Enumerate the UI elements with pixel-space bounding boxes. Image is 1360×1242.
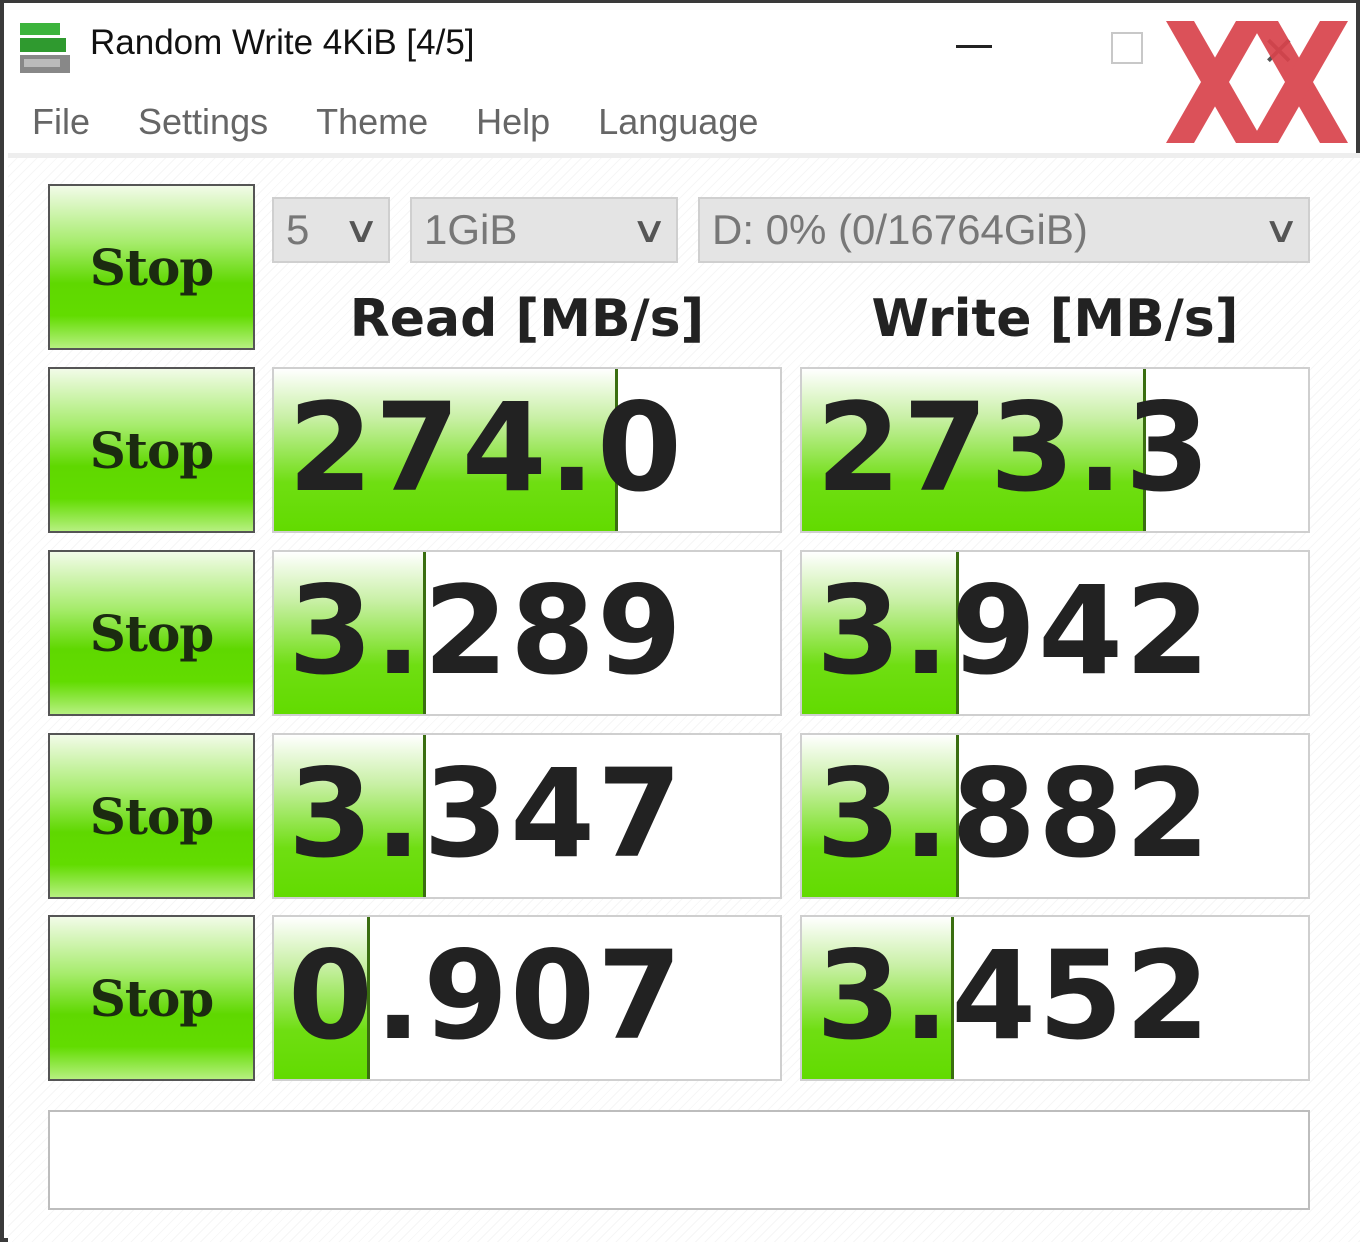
size-value: 1GiB bbox=[424, 206, 518, 253]
test-stop-button[interactable]: Stop bbox=[48, 550, 255, 716]
read-level-bar bbox=[274, 917, 371, 1079]
test-stop-button[interactable]: Stop bbox=[48, 733, 255, 899]
read-level-bar bbox=[274, 552, 426, 714]
chevron-down-icon: ∨ bbox=[1262, 209, 1300, 250]
read-value: 0.907 bbox=[288, 925, 684, 1067]
read-value: 3.347 bbox=[288, 743, 684, 885]
app-icon bbox=[20, 23, 70, 73]
read-value: 274.0 bbox=[288, 377, 684, 519]
write-value: 3.882 bbox=[816, 743, 1212, 885]
read-value: 3.289 bbox=[288, 560, 684, 702]
write-value: 3.452 bbox=[816, 925, 1212, 1067]
menu-language[interactable]: Language bbox=[598, 101, 759, 142]
menu-bar: File Settings Theme Help Language bbox=[32, 101, 758, 143]
read-level-bar bbox=[274, 369, 619, 531]
count-select[interactable]: 5 ∨ bbox=[272, 197, 390, 263]
read-result: 3.347 bbox=[272, 733, 782, 899]
comment-field[interactable] bbox=[48, 1110, 1310, 1210]
read-level-bar bbox=[274, 735, 426, 897]
write-result: 273.3 bbox=[800, 367, 1310, 533]
read-result: 0.907 bbox=[272, 915, 782, 1081]
write-level-bar bbox=[802, 735, 959, 897]
write-result: 3.942 bbox=[800, 550, 1310, 716]
read-result: 3.289 bbox=[272, 550, 782, 716]
menu-file[interactable]: File bbox=[32, 101, 91, 142]
write-header: Write [MB/s] bbox=[871, 289, 1239, 349]
size-select[interactable]: 1GiB ∨ bbox=[410, 197, 678, 263]
drive-value: D: 0% (0/16764GiB) bbox=[712, 206, 1088, 253]
write-value: 3.942 bbox=[816, 560, 1212, 702]
write-level-bar bbox=[802, 369, 1147, 531]
write-result: 3.452 bbox=[800, 915, 1310, 1081]
test-stop-button[interactable]: Stop bbox=[48, 915, 255, 1081]
watermark-logo bbox=[1166, 21, 1348, 143]
menu-theme[interactable]: Theme bbox=[316, 101, 429, 142]
write-level-bar bbox=[802, 552, 959, 714]
read-header: Read [MB/s] bbox=[349, 289, 705, 349]
drive-select[interactable]: D: 0% (0/16764GiB) ∨ bbox=[698, 197, 1310, 263]
all-stop-button[interactable]: Stop bbox=[48, 184, 255, 350]
chevron-down-icon: ∨ bbox=[342, 209, 380, 250]
write-result: 3.882 bbox=[800, 733, 1310, 899]
window-title: Random Write 4KiB [4/5] bbox=[90, 23, 475, 62]
chevron-down-icon: ∨ bbox=[630, 209, 668, 250]
count-value: 5 bbox=[286, 206, 310, 253]
minimize-button[interactable] bbox=[956, 45, 992, 48]
maximize-button[interactable] bbox=[1111, 32, 1143, 64]
menu-divider bbox=[8, 153, 1360, 158]
menu-settings[interactable]: Settings bbox=[138, 101, 269, 142]
write-level-bar bbox=[802, 917, 954, 1079]
write-value: 273.3 bbox=[816, 377, 1212, 519]
menu-help[interactable]: Help bbox=[476, 101, 551, 142]
read-result: 274.0 bbox=[272, 367, 782, 533]
test-stop-button[interactable]: Stop bbox=[48, 367, 255, 533]
